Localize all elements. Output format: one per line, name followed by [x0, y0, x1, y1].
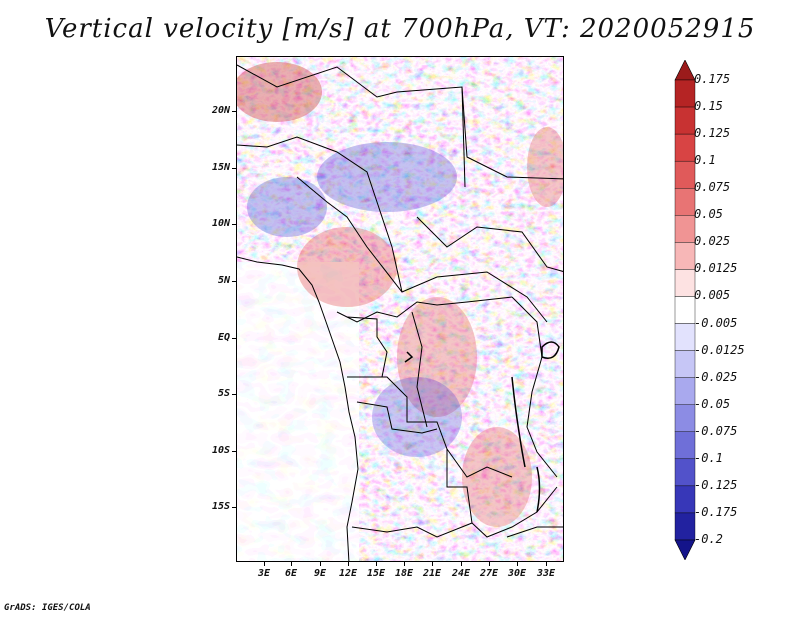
colorbar-label: 0.075 [694, 180, 731, 195]
lon-label: 15E [366, 568, 386, 579]
lon-label: 33E [536, 568, 556, 579]
colorbar-segment [674, 404, 696, 432]
colorbar-label: -0.2 [694, 532, 723, 546]
political-borders [237, 64, 563, 561]
lon-tick [348, 562, 349, 566]
colorbar-label: -0.1 [694, 450, 723, 465]
lat-tick [232, 224, 236, 225]
colorbar-label: 0.0125 [694, 261, 738, 276]
lake-kivu [404, 351, 414, 363]
colorbar-segment [674, 188, 696, 216]
lat-label: 10S [211, 445, 230, 456]
colorbar-segment [674, 512, 696, 541]
lon-label: 6E [284, 568, 298, 579]
colorbar-label: -0.0125 [694, 342, 745, 357]
lon-label: 30E [507, 568, 527, 579]
colorbar-label: 0.05 [694, 207, 723, 222]
descent-regions [247, 142, 462, 457]
colorbar-top-arrow [674, 60, 696, 81]
colorbar-segment [674, 485, 696, 514]
lon-tick [432, 562, 433, 566]
grads-credit: GrADS: IGES/COLA [4, 603, 91, 613]
lon-tick [461, 562, 462, 566]
colorbar-label: -0.05 [694, 396, 731, 411]
lon-tick [376, 562, 377, 566]
lon-tick [320, 562, 321, 566]
lon-label: 24E [451, 568, 471, 579]
lon-label: 9E [313, 568, 327, 579]
lon-label: 12E [338, 568, 358, 579]
colorbar-segment [674, 106, 696, 135]
colorbar-label: 0.025 [694, 234, 731, 249]
lon-tick [517, 562, 518, 566]
lake-victoria [541, 341, 560, 359]
colorbar-segment [674, 215, 696, 243]
colorbar-segment [674, 431, 696, 460]
colorbar-segment [674, 269, 696, 297]
lake-tanganyika [511, 376, 526, 468]
lon-label: 3E [257, 568, 271, 579]
vertical-velocity-field [237, 57, 563, 561]
colorbar-segment [674, 458, 696, 487]
lat-label: 15S [211, 501, 230, 512]
lon-tick [546, 562, 547, 566]
colorbar-label: 0.15 [694, 99, 723, 114]
lon-tick [264, 562, 265, 566]
map-plot-area [236, 56, 564, 562]
lake-malawi [536, 466, 541, 513]
colorbar-label: -0.075 [694, 423, 738, 438]
west-coastline [237, 256, 359, 561]
lat-tick [232, 338, 236, 339]
lat-label: 5S [217, 388, 230, 399]
colorbar-bottom-arrow [674, 539, 696, 560]
lon-label: 18E [394, 568, 414, 579]
lat-tick [232, 168, 236, 169]
colorbar-label: -0.175 [694, 504, 738, 519]
colorbar [674, 60, 696, 560]
colorbar-label: 0.1 [694, 153, 716, 168]
colorbar-segment [674, 350, 696, 378]
lat-label: 10N [211, 218, 230, 229]
lon-label: 21E [422, 568, 442, 579]
lat-tick [232, 507, 236, 508]
lon-tick [489, 562, 490, 566]
colorbar-label: -0.025 [694, 369, 738, 384]
lat-tick [232, 394, 236, 395]
colorbar-segment [674, 296, 696, 324]
lat-tick [232, 111, 236, 112]
colorbar-segment [674, 133, 696, 162]
lat-tick [232, 281, 236, 282]
great-lakes [404, 341, 560, 513]
colorbar-segment [674, 79, 696, 108]
colorbar-segment [674, 160, 696, 189]
colorbar-segment [674, 323, 696, 351]
lon-label: 27E [479, 568, 499, 579]
map-title: Vertical velocity [m/s] at 700hPa, VT: 2… [44, 14, 756, 44]
lat-tick [232, 451, 236, 452]
colorbar-label: -0.125 [694, 477, 738, 492]
lat-label: 15N [211, 162, 230, 173]
lon-tick [404, 562, 405, 566]
lat-label: 5N [217, 275, 230, 286]
colorbar-segment [674, 377, 696, 405]
colorbar-label: -0.005 [694, 315, 738, 330]
colorbar-label: 0.125 [694, 126, 731, 141]
colorbar-label: 0.005 [694, 288, 731, 303]
colorbar-label: 0.175 [694, 72, 731, 86]
lon-tick [291, 562, 292, 566]
velocity-field-ocean [237, 262, 359, 561]
colorbar-segment [674, 242, 696, 270]
lat-label: 20N [211, 105, 230, 116]
lat-label: EQ [217, 332, 230, 343]
